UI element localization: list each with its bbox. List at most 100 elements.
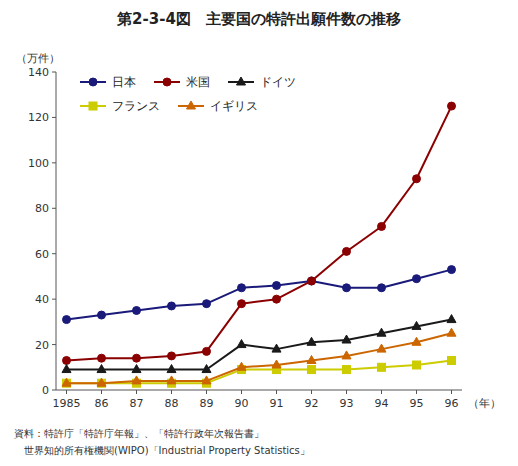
x-tick-label: 89 [200, 397, 214, 410]
data-point [412, 337, 421, 345]
data-point [342, 335, 351, 343]
series-line [67, 270, 452, 320]
x-tick [381, 390, 382, 394]
data-point [97, 365, 106, 373]
data-point [413, 175, 421, 183]
x-tick [241, 390, 242, 394]
data-point [202, 365, 211, 373]
x-tick-label: 92 [305, 397, 319, 410]
legend-marker [89, 78, 97, 86]
series-line [67, 360, 452, 383]
chart: 第2-3-4図 主要国の特許出願件数の推移020406080100120140（… [0, 0, 518, 466]
data-point [168, 352, 176, 360]
annotation: 世界知的所有権機関(WIPO)「Industrial Property Stat… [14, 445, 310, 456]
x-tick [206, 390, 207, 394]
data-point [168, 302, 176, 310]
data-point [378, 363, 386, 371]
data-point [307, 355, 316, 363]
data-point [238, 300, 246, 308]
data-point [413, 275, 421, 283]
data-point [62, 365, 71, 373]
legend: 日本米国ドイツフランスイギリス [80, 75, 296, 113]
data-point [343, 366, 351, 374]
data-point [167, 365, 176, 373]
y-tick-label: 20 [35, 339, 49, 352]
y-tick-label: 100 [28, 157, 49, 170]
data-point [203, 300, 211, 308]
x-tick [311, 390, 312, 394]
x-tick [451, 390, 452, 394]
data-point [412, 321, 421, 329]
background [0, 0, 518, 466]
series-line [67, 320, 452, 370]
x-tick [66, 390, 67, 394]
data-point [377, 328, 386, 336]
data-point [343, 284, 351, 292]
y-tick [52, 208, 56, 209]
y-tick-label: 120 [28, 111, 49, 124]
legend-marker [187, 101, 196, 109]
data-point [133, 354, 141, 362]
x-tick [416, 390, 417, 394]
data-point [308, 277, 316, 285]
x-tick-label: 95 [410, 397, 424, 410]
x-tick [171, 390, 172, 394]
data-point [342, 351, 351, 359]
data-point [203, 347, 211, 355]
data-point [447, 328, 456, 336]
x-tick-label: 93 [340, 397, 354, 410]
y-tick [52, 390, 56, 391]
data-point [98, 311, 106, 319]
y-axis-line [56, 72, 57, 390]
series-line [67, 333, 452, 383]
x-tick [101, 390, 102, 394]
data-point [237, 340, 246, 348]
data-point [202, 376, 211, 384]
y-tick [52, 299, 56, 300]
data-point [237, 362, 246, 370]
y-tick [52, 253, 56, 254]
data-point [308, 366, 316, 374]
data-point [238, 284, 246, 292]
legend-marker [163, 78, 171, 86]
data-point [63, 379, 71, 387]
data-point [62, 378, 71, 386]
data-point [308, 277, 316, 285]
data-point [273, 295, 281, 303]
data-point [307, 337, 316, 345]
legend-marker [237, 77, 246, 85]
data-point [132, 365, 141, 373]
x-tick-label: 91 [270, 397, 284, 410]
x-tick-label: 1985 [53, 397, 81, 410]
data-point [132, 376, 141, 384]
y-tick-label: 60 [35, 248, 49, 261]
x-tick [136, 390, 137, 394]
legend-marker [89, 102, 97, 110]
x-axis-line [56, 390, 462, 391]
legend-label: ドイツ [260, 75, 296, 89]
plot-area [62, 102, 456, 387]
y-tick-label: 80 [35, 202, 49, 215]
legend-label: イギリス [210, 99, 258, 113]
data-point [448, 266, 456, 274]
data-point [343, 247, 351, 255]
data-point [377, 344, 386, 352]
data-point [167, 376, 176, 384]
data-point [378, 222, 386, 230]
title: 第2-3-4図 主要国の特許出願件数の推移 [116, 10, 401, 28]
data-point [447, 315, 456, 323]
data-point [448, 356, 456, 364]
x-tick-label: 96 [445, 397, 459, 410]
legend-label: 日本 [112, 75, 136, 89]
x-tick-label: 87 [130, 397, 144, 410]
annotation: 資料：特許庁「特許庁年報」、「特許行政年次報告書」 [14, 428, 264, 439]
data-point [272, 344, 281, 352]
x-tick [346, 390, 347, 394]
data-point [97, 378, 106, 386]
x-tick [276, 390, 277, 394]
y-tick [52, 344, 56, 345]
y-axis-label: （万件） [16, 52, 60, 65]
x-tick-label: 90 [235, 397, 249, 410]
data-point [273, 282, 281, 290]
y-tick-label: 40 [35, 293, 49, 306]
